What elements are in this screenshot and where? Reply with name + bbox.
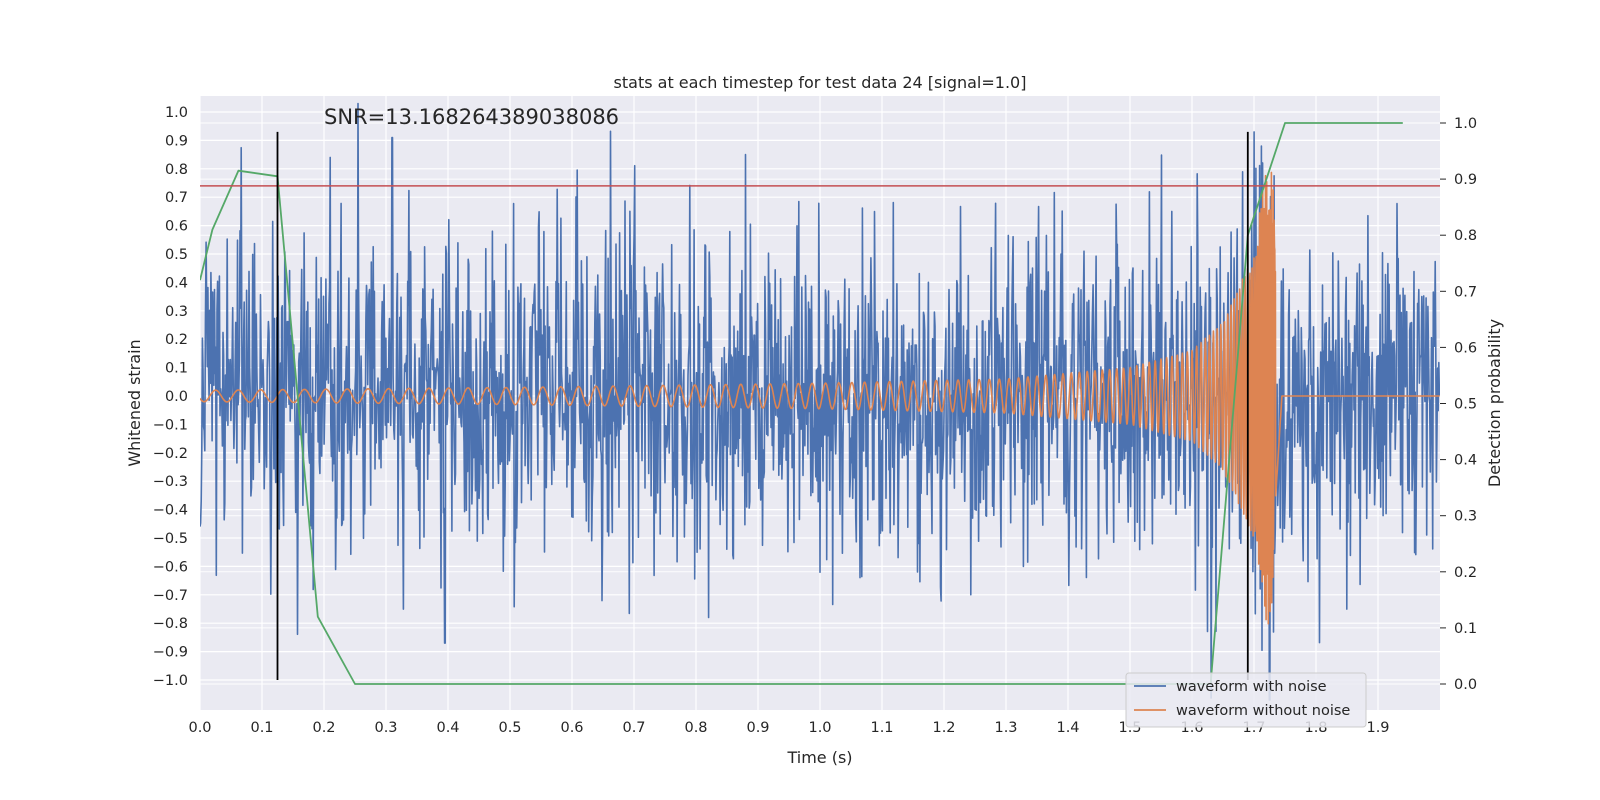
x-tick-label: 0.5 [498,720,521,736]
series-line-detection-probability [200,122,1403,685]
y-tick-label: −0.5 [153,531,188,547]
y-tick-label: 0.3 [165,304,188,320]
snr-annotation: SNR=13.168264389038086 [324,105,619,129]
y-tick-label: −0.1 [153,417,188,433]
y2-tick-label: 0.3 [1454,509,1477,525]
y-tick-label: 1.0 [165,105,188,121]
y-tick-label: −1.0 [153,673,188,689]
legend-label-waveform-with-noise: waveform with noise [1176,679,1327,695]
y-tick-label: −0.9 [153,645,188,661]
y2-tick-label: 1.0 [1454,116,1477,132]
y2-tick-label: 0.4 [1454,453,1477,469]
x-tick-label: 0.2 [312,720,335,736]
x-tick-label: 1.4 [1056,720,1079,736]
y-tick-label: −0.8 [153,616,188,632]
y-tick-label: −0.6 [153,559,188,575]
y-tick-label: 0.8 [165,162,188,178]
x-tick-label: 1.3 [994,720,1017,736]
y-tick-label: 0.2 [165,332,188,348]
y-tick-label: 0.4 [165,275,188,291]
y2-tick-label: 0.7 [1454,284,1477,300]
y-tick-label: 0.1 [165,361,188,377]
y2-tick-label: 0.6 [1454,340,1477,356]
y-tick-label: 0.7 [165,190,188,206]
x-tick-label: 0.3 [374,720,397,736]
legend-box [1125,672,1367,728]
y-tick-label: 0.0 [165,389,188,405]
y2-tick-label: 0.2 [1454,565,1477,581]
legend: waveform with noise waveform without noi… [1125,672,1367,728]
y-axis-label: Whitened strain [125,339,144,466]
legend-label-waveform-without-noise: waveform without noise [1176,703,1350,719]
x-tick-label: 0.0 [188,720,211,736]
y-tick-label: −0.4 [153,503,188,519]
y2-axis-label: Detection probability [1485,319,1504,487]
y-tick-label: 0.6 [165,219,188,235]
x-tick-label: 0.7 [622,720,645,736]
y-tick-label: −0.3 [153,474,188,490]
x-tick-label: 0.4 [436,720,459,736]
x-tick-label: 1.9 [1366,720,1389,736]
x-tick-label: 0.6 [560,720,583,736]
x-tick-label: 0.8 [684,720,707,736]
y-tick-label: 0.5 [165,247,188,263]
tick-labels: 0.0 0.1 0.2 0.3 0.4 0.5 0.6 0.7 0.8 0.9 1.0 1.1 1.2 1… [153,105,1477,736]
y-tick-label: −0.2 [153,446,188,462]
x-axis-label: Time (s) [786,748,852,767]
y2-tick-label: 0.9 [1454,172,1477,188]
chart-title: stats at each timestep for test data 24 … [614,73,1027,92]
x-tick-label: 1.0 [808,720,831,736]
series-layer [200,102,1440,701]
y2-tick-label: 0.5 [1454,397,1477,413]
y2-tick-label: 0.8 [1454,228,1477,244]
y-tick-label: 0.9 [165,133,188,149]
y-tick-label: −0.7 [153,588,188,604]
x-tick-label: 1.2 [932,720,955,736]
series-line-waveform-without-noise [200,171,1440,625]
y2-tick-label: 0.0 [1454,677,1477,693]
y2-tick-label: 0.1 [1454,621,1477,637]
x-tick-label: 0.1 [250,720,273,736]
x-tick-label: 0.9 [746,720,769,736]
x-tick-label: 1.1 [870,720,893,736]
